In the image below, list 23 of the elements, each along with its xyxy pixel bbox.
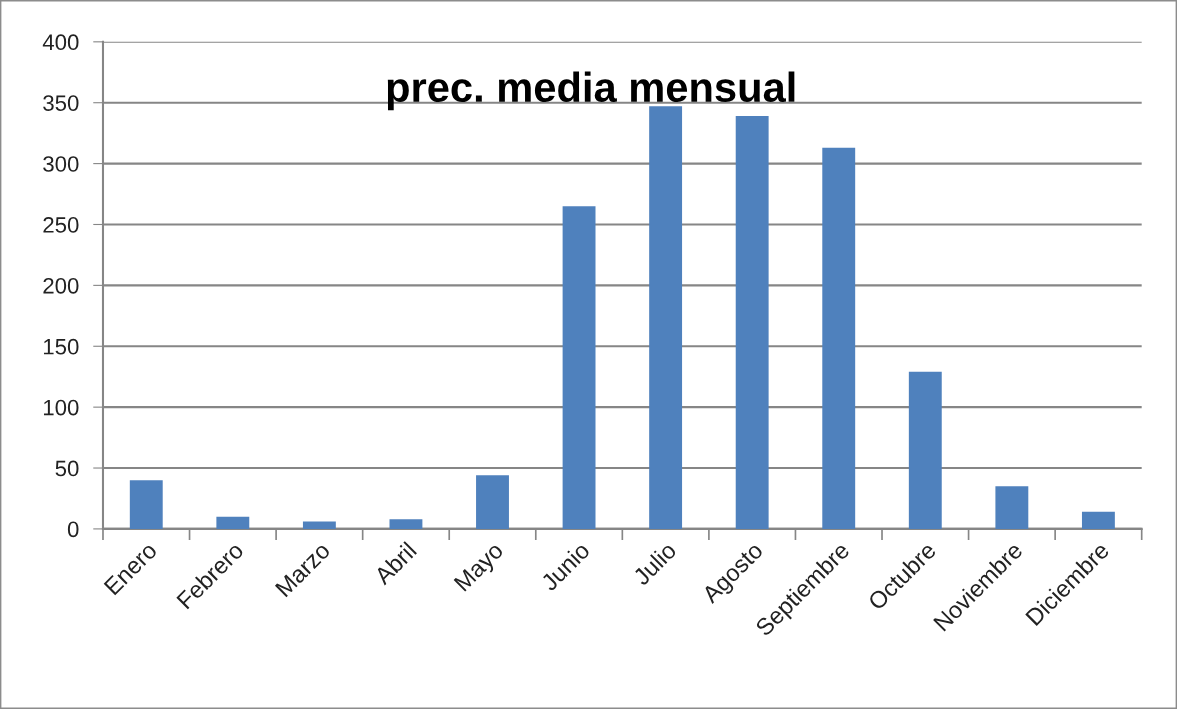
y-tick-label: 0 xyxy=(67,521,79,538)
bar xyxy=(822,147,856,529)
y-tick-label: 150 xyxy=(44,338,79,355)
text: prec. media mensual xyxy=(387,71,795,111)
y-tick-label: 50 xyxy=(55,460,79,477)
bar xyxy=(735,116,769,529)
y-tick-label: 250 xyxy=(43,217,79,233)
bar xyxy=(562,206,596,529)
bar xyxy=(389,519,423,529)
y-tick-label: 300 xyxy=(43,156,79,172)
bar xyxy=(649,106,683,529)
bar xyxy=(302,521,336,529)
y-tick-label: 350 xyxy=(43,95,79,111)
bar xyxy=(908,371,942,529)
bar xyxy=(1081,511,1115,529)
y-tick-label: 100 xyxy=(44,399,79,416)
y-tick-label: 200 xyxy=(43,277,79,294)
bar xyxy=(476,475,509,529)
x-tick-label: Julio xyxy=(631,540,678,587)
bar xyxy=(995,486,1029,529)
y-tick-label: 400 xyxy=(42,34,79,51)
bar xyxy=(129,480,163,529)
bar xyxy=(216,516,250,529)
